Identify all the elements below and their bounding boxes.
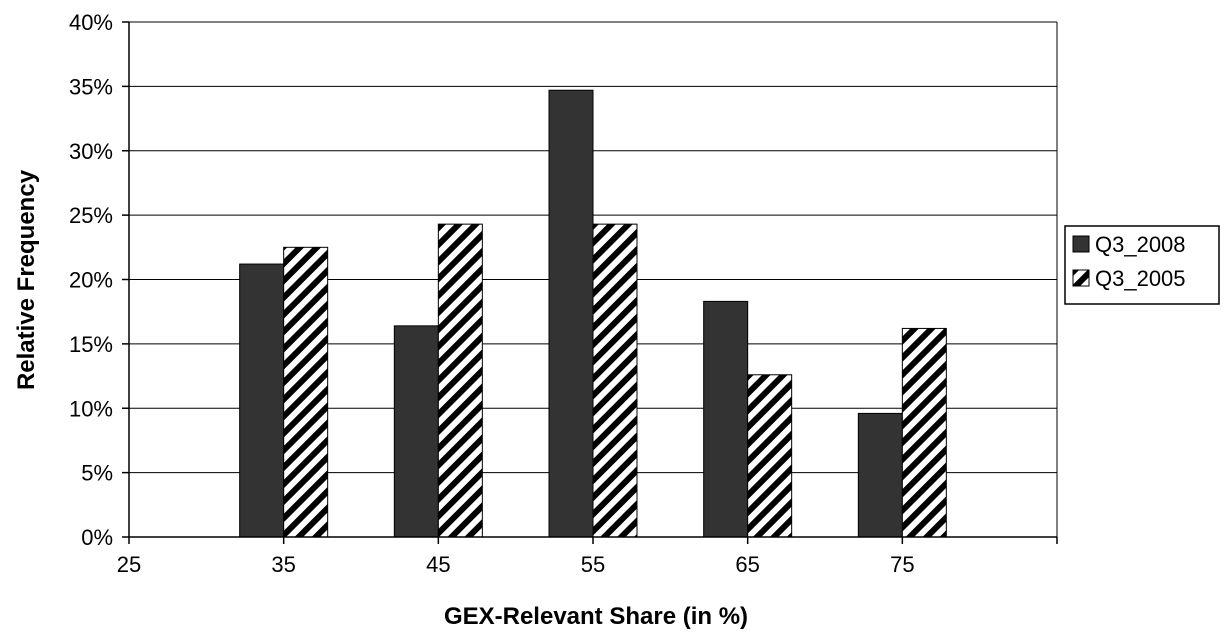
legend-label-q3-2005: Q3_2005 (1095, 266, 1186, 291)
bar-q3-2005-65 (747, 374, 793, 538)
x-tick-label: 75 (890, 552, 914, 577)
bars (239, 89, 947, 538)
x-tick-label: 65 (735, 552, 759, 577)
x-tick-label: 35 (271, 552, 295, 577)
x-tick-label: 45 (426, 552, 450, 577)
bar-q3-2008-75 (857, 412, 903, 538)
bar-q3-2005-35 (283, 246, 329, 538)
y-tick-label: 35% (69, 74, 113, 99)
y-tick-label: 0% (81, 525, 113, 550)
y-tick-label: 40% (69, 10, 113, 35)
bar-q3-2005-45 (437, 223, 483, 538)
legend: Q3_2008 Q3_2005 (1064, 225, 1220, 305)
y-tick-label: 15% (69, 332, 113, 357)
bar-q3-2008-45 (393, 325, 439, 538)
y-axis-title: Relative Frequency (13, 169, 40, 390)
bar-q3-2008-55 (548, 89, 594, 538)
x-axis-title: GEX-Relevant Share (in %) (444, 603, 748, 630)
axes (122, 21, 1058, 544)
legend-swatch-q3-2005 (1072, 269, 1090, 287)
y-tick-label: 5% (81, 461, 113, 486)
y-tick-label: 20% (69, 268, 113, 293)
legend-box (1064, 225, 1220, 305)
legend-swatch-q3-2008 (1072, 235, 1090, 253)
bar-q3-2008-35 (239, 263, 285, 538)
y-tick-label: 10% (69, 396, 113, 421)
x-tick-labels: 25 35 45 55 65 75 (117, 552, 915, 577)
y-tick-label: 25% (69, 203, 113, 228)
bar-q3-2008-65 (703, 300, 749, 538)
bar-q3-2005-55 (592, 223, 638, 538)
x-tick-label: 25 (117, 552, 141, 577)
legend-label-q3-2008: Q3_2008 (1095, 232, 1186, 257)
bar-q3-2005-75 (901, 327, 947, 538)
y-tick-labels: 0% 5% 10% 15% 20% 25% 30% 35% 40% (69, 10, 113, 550)
y-tick-label: 30% (69, 139, 113, 164)
x-tick-label: 55 (581, 552, 605, 577)
